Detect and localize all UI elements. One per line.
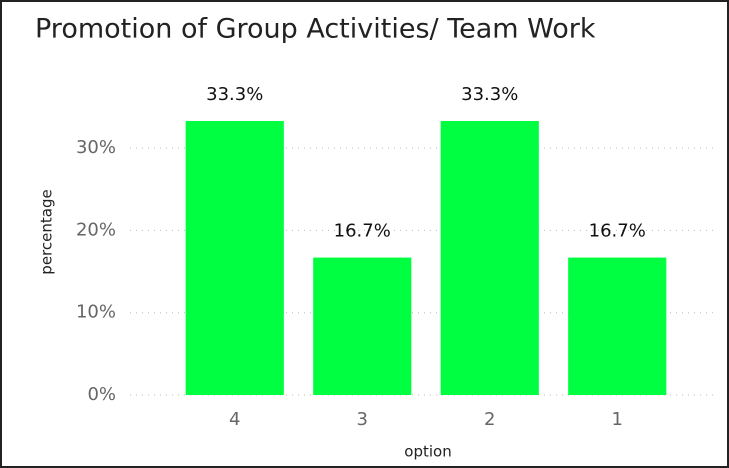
y-axis-label: percentage [38,189,56,274]
chart-title: Promotion of Group Activities/ Team Work [35,14,596,45]
data-label: 16.7% [334,221,391,242]
bar [313,257,412,395]
data-label: 33.3% [206,84,263,105]
bar [185,120,284,395]
bar [440,120,539,395]
x-tick-label: 1 [612,409,623,430]
data-label: 16.7% [589,221,646,242]
y-tick-label: 0% [87,384,116,405]
y-tick-label: 20% [76,219,116,240]
bar [568,257,667,395]
x-axis-label: option [404,443,451,461]
y-tick-label: 30% [76,137,116,158]
x-tick-label: 3 [357,409,368,430]
x-tick-label: 2 [484,409,495,430]
y-tick-label: 10% [76,302,116,323]
x-tick-label: 4 [229,409,240,430]
data-label: 33.3% [461,84,518,105]
